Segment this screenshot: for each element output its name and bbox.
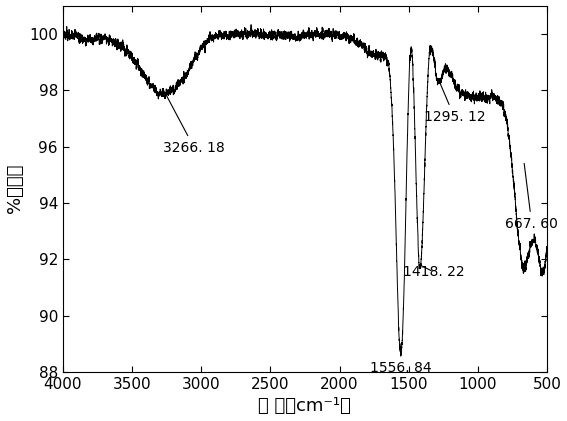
Text: 1556. 84: 1556. 84 [370, 344, 431, 375]
Text: 1295. 12: 1295. 12 [424, 79, 485, 124]
Text: 1418. 22: 1418. 22 [403, 265, 464, 279]
X-axis label: 波 数（cm⁻¹）: 波 数（cm⁻¹） [259, 397, 352, 416]
Text: 3266. 18: 3266. 18 [163, 94, 225, 155]
Y-axis label: %透过率: %透过率 [6, 164, 24, 213]
Text: 667. 60: 667. 60 [505, 163, 558, 231]
